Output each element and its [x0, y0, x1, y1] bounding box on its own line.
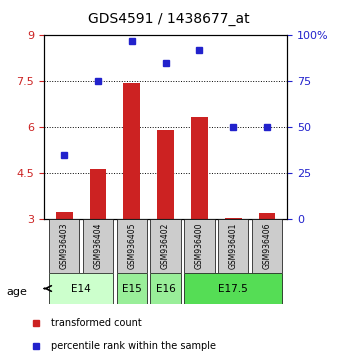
- Text: GSM936404: GSM936404: [94, 223, 102, 269]
- FancyBboxPatch shape: [184, 219, 215, 273]
- FancyBboxPatch shape: [150, 273, 181, 304]
- FancyBboxPatch shape: [49, 273, 113, 304]
- Text: GSM936400: GSM936400: [195, 223, 204, 269]
- Text: E15: E15: [122, 284, 142, 293]
- Text: percentile rank within the sample: percentile rank within the sample: [51, 341, 216, 350]
- Bar: [191, 117, 208, 312]
- Text: age: age: [7, 287, 28, 297]
- Text: GSM936403: GSM936403: [60, 223, 69, 269]
- Bar: [123, 83, 140, 312]
- Bar: [157, 130, 174, 312]
- FancyBboxPatch shape: [184, 273, 282, 304]
- Text: E16: E16: [156, 284, 175, 293]
- Text: E17.5: E17.5: [218, 284, 248, 293]
- Text: transformed count: transformed count: [51, 318, 142, 329]
- Bar: [56, 212, 73, 312]
- Bar: [225, 218, 242, 312]
- Text: GSM936405: GSM936405: [127, 223, 136, 269]
- FancyBboxPatch shape: [150, 219, 181, 273]
- FancyBboxPatch shape: [117, 273, 147, 304]
- FancyBboxPatch shape: [252, 219, 282, 273]
- FancyBboxPatch shape: [218, 219, 248, 273]
- Text: GSM936401: GSM936401: [229, 223, 238, 269]
- Text: GSM936402: GSM936402: [161, 223, 170, 269]
- Text: GSM936406: GSM936406: [263, 223, 271, 269]
- FancyBboxPatch shape: [83, 219, 113, 273]
- Text: E14: E14: [71, 284, 91, 293]
- Bar: [259, 213, 275, 312]
- Text: GDS4591 / 1438677_at: GDS4591 / 1438677_at: [88, 12, 250, 27]
- FancyBboxPatch shape: [49, 219, 79, 273]
- FancyBboxPatch shape: [117, 219, 147, 273]
- Bar: [90, 169, 106, 312]
